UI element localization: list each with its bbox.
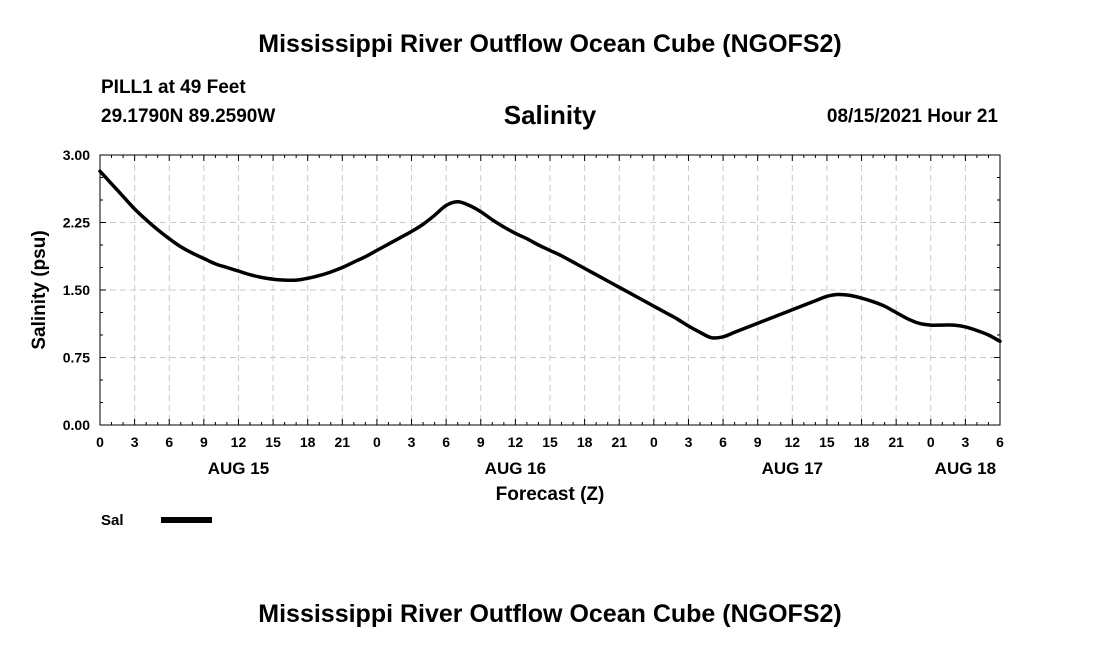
- x-tick-label: 9: [200, 434, 208, 450]
- legend-label: Sal: [101, 512, 124, 529]
- date-label: AUG 17: [762, 459, 823, 478]
- y-axis-title: Salinity (psu): [29, 230, 50, 349]
- grid-lines: [100, 155, 1000, 425]
- x-tick-label: 6: [996, 434, 1004, 450]
- x-tick-label: 12: [231, 434, 247, 450]
- x-axis-title: Forecast (Z): [496, 484, 605, 505]
- station-label: PILL1 at 49 Feet: [101, 77, 246, 98]
- x-tick-label: 0: [927, 434, 935, 450]
- chart-title: Salinity: [503, 100, 597, 130]
- axes: [99, 154, 1001, 426]
- x-tick-label: 21: [888, 434, 904, 450]
- series-line-sal: [98, 169, 1002, 344]
- series-layer: [98, 169, 1002, 344]
- x-tick-label: 6: [719, 434, 727, 450]
- x-tick-label: 3: [685, 434, 693, 450]
- x-tick-label: 15: [542, 434, 558, 450]
- x-tick-label: 6: [165, 434, 173, 450]
- date-label: AUG 16: [485, 459, 546, 478]
- footer-title: Mississippi River Outflow Ocean Cube (NG…: [258, 600, 842, 628]
- x-tick-label: 0: [650, 434, 658, 450]
- station-coordinates: 29.1790N 89.2590W: [101, 106, 276, 127]
- x-tick-label: 18: [854, 434, 870, 450]
- y-tick-label: 0.00: [63, 417, 90, 433]
- y-tick-label: 0.75: [63, 350, 90, 366]
- page-title: Mississippi River Outflow Ocean Cube (NG…: [258, 30, 842, 58]
- x-tick-label: 0: [373, 434, 381, 450]
- x-tick-label: 21: [611, 434, 627, 450]
- date-label: AUG 18: [935, 459, 996, 478]
- x-tick-label: 15: [265, 434, 281, 450]
- x-tick-label: 9: [477, 434, 485, 450]
- x-tick-label: 3: [961, 434, 969, 450]
- x-tick-label: 15: [819, 434, 835, 450]
- x-tick-label: 12: [785, 434, 801, 450]
- x-tick-label: 18: [577, 434, 593, 450]
- y-tick-label: 1.50: [63, 282, 90, 298]
- date-label: AUG 15: [208, 459, 269, 478]
- x-tick-label: 21: [335, 434, 351, 450]
- x-tick-label: 6: [442, 434, 450, 450]
- y-tick-label: 2.25: [63, 215, 90, 231]
- forecast-datetime: 08/15/2021 Hour 21: [826, 106, 998, 127]
- x-tick-label: 9: [754, 434, 762, 450]
- legend: Sal: [101, 512, 212, 529]
- x-tick-label: 3: [408, 434, 416, 450]
- x-tick-label: 12: [508, 434, 524, 450]
- axis-labels: 0 3 6 9 12 15 18 21 0 3 6 9 12 15 18 21 0 3 6 9 12 15 18 21 0 3 6 0…: [29, 147, 1004, 505]
- x-tick-label: 3: [131, 434, 139, 450]
- x-tick-label: 0: [96, 434, 104, 450]
- y-tick-label: 3.00: [63, 147, 90, 163]
- x-tick-label: 18: [300, 434, 316, 450]
